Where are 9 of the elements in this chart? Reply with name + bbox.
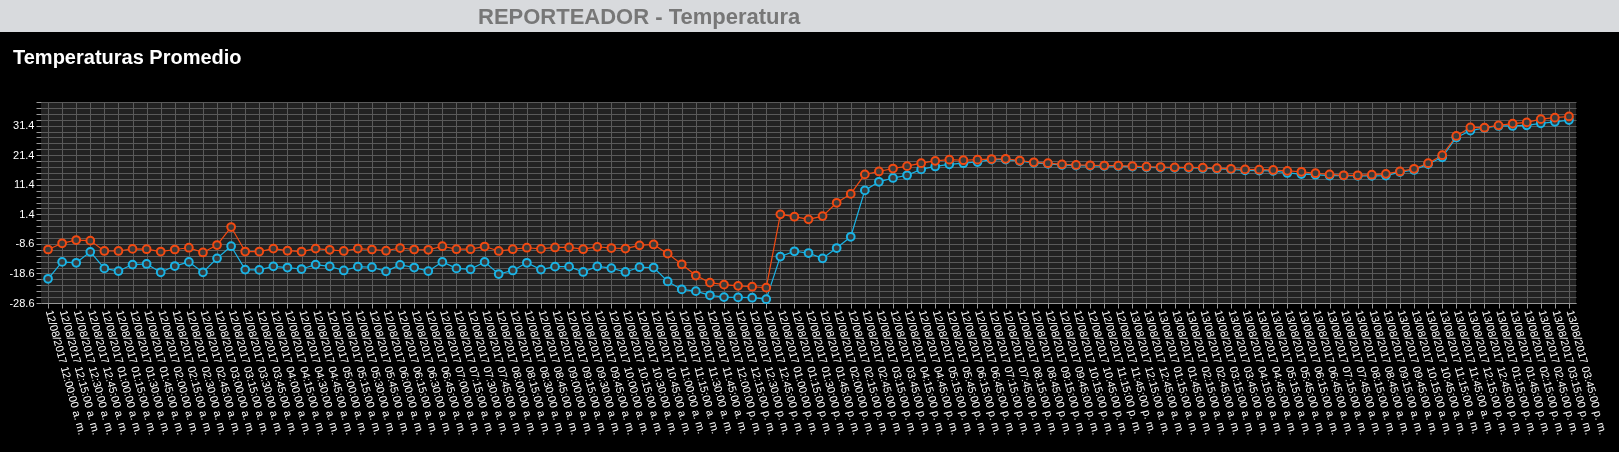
y-tick-label: 21.4 — [13, 148, 35, 161]
chart-subtitle: Temperaturas Promedio — [13, 46, 242, 68]
y-tick-label: 31.4 — [13, 119, 35, 132]
y-tick-label: -18.6 — [9, 266, 35, 279]
y-tick-label: 11.4 — [13, 178, 35, 191]
chart-title: REPORTEADOR - Temperatura — [0, 0, 1619, 32]
y-tick-label: -8.6 — [15, 237, 35, 250]
y-tick-label: -28.6 — [9, 296, 35, 309]
y-tick-label: 1.4 — [19, 207, 35, 220]
